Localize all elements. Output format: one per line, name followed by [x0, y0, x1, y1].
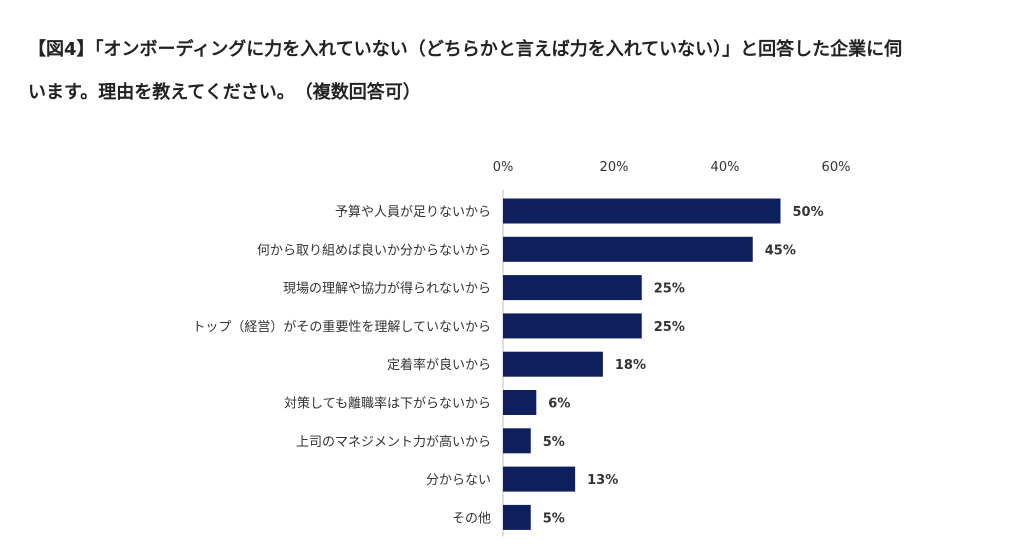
bar	[503, 466, 576, 492]
x-tick-label: 0%	[493, 160, 514, 175]
bar	[503, 504, 531, 530]
bar	[503, 390, 537, 415]
category-label: 定着率が良いから	[387, 357, 491, 373]
category-label: 対策しても離職率は下がらないから	[284, 396, 491, 412]
bar	[503, 428, 531, 454]
bar-value-label: 18%	[615, 358, 646, 373]
x-tick-label: 40%	[711, 160, 740, 175]
category-label: トップ（経営）がその重要性を理解していないから	[192, 319, 491, 335]
category-label: 予算や人員が足りないから	[335, 205, 491, 220]
category-label: その他	[452, 511, 491, 526]
bar	[503, 275, 642, 301]
category-label: 何から取り組めば良いか分からないから	[257, 242, 491, 258]
x-tick-label: 20%	[600, 160, 629, 175]
category-label: 分からない	[426, 473, 491, 488]
x-tick-label: 60%	[822, 160, 851, 175]
bar-value-label: 45%	[765, 243, 796, 258]
category-label: 上司のマネジメント力が高いから	[296, 434, 491, 450]
bar-value-label: 25%	[654, 320, 685, 335]
bar-value-label: 13%	[587, 473, 618, 488]
category-label: 現場の理解や協力が得られないから	[283, 281, 491, 297]
bar	[503, 313, 642, 339]
bar-value-label: 5%	[543, 435, 565, 450]
bar-value-label: 6%	[548, 397, 570, 412]
bar-value-label: 5%	[543, 511, 565, 526]
bar	[503, 351, 603, 377]
chart-title-line-2: います。理由を教えてください。 （複数回答可）	[28, 82, 421, 103]
bar-value-label: 25%	[654, 282, 685, 297]
bar	[503, 198, 781, 224]
bar	[503, 236, 753, 262]
chart-title-line-1: 【図4】「オンボーディングに力を入れていない（どちらかと言えば力を入れていない）…	[28, 39, 903, 60]
bar-value-label: 50%	[793, 205, 824, 220]
